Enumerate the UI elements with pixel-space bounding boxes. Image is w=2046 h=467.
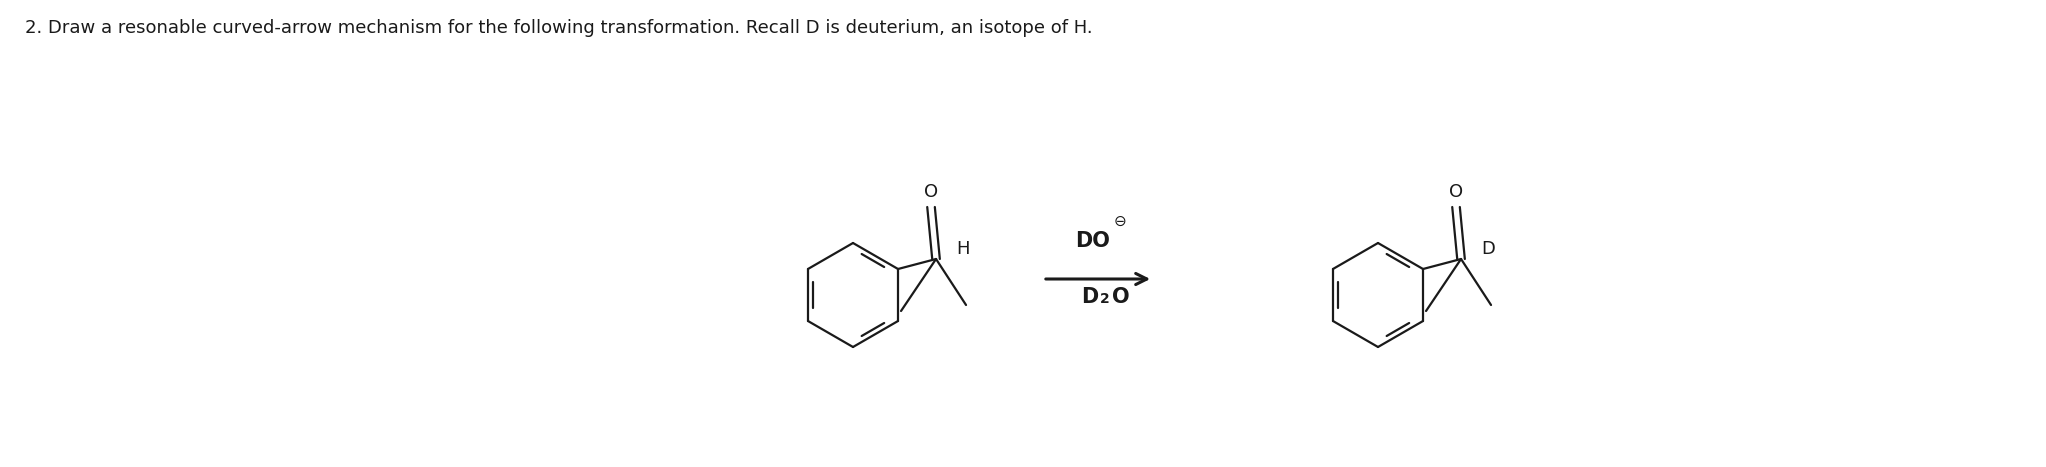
Text: O: O bbox=[1111, 287, 1129, 307]
Text: DO: DO bbox=[1076, 231, 1111, 251]
Text: O: O bbox=[925, 183, 939, 201]
Text: 2. Draw a resonable curved-arrow mechanism for the following transformation. Rec: 2. Draw a resonable curved-arrow mechani… bbox=[25, 19, 1093, 37]
Text: O: O bbox=[1449, 183, 1463, 201]
Text: H: H bbox=[955, 240, 970, 258]
Text: D: D bbox=[1481, 240, 1496, 258]
Text: ⊖: ⊖ bbox=[1113, 214, 1127, 229]
Text: 2: 2 bbox=[1101, 292, 1109, 306]
Text: D: D bbox=[1080, 287, 1099, 307]
